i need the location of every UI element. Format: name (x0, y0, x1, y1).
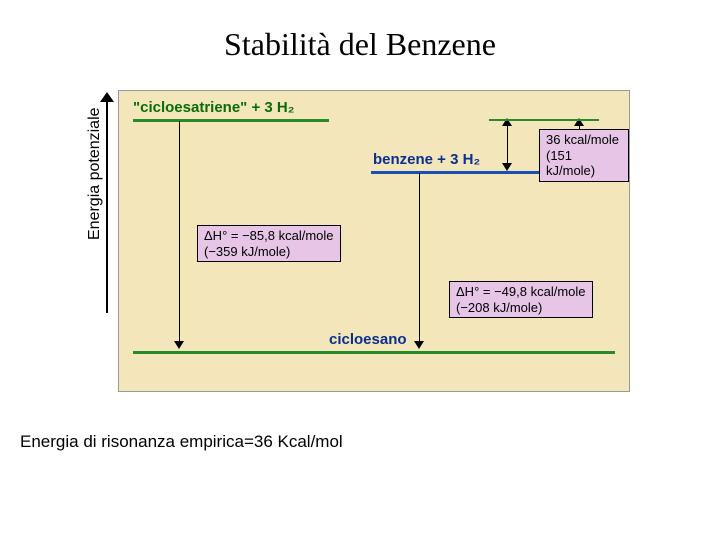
energy-diagram: "cicloesatriene" + 3 H₂ benzene + 3 H₂ c… (118, 90, 630, 392)
caption-text: Energia di risonanza empirica=36 Kcal/mo… (20, 432, 343, 452)
delta-box-dh1: ΔH° = −85,8 kcal/mole (−359 kJ/mole) (197, 225, 341, 262)
label-cicloesano: cicloesano (329, 331, 407, 348)
delta-dh2-line2: (−208 kJ/mole) (456, 300, 586, 316)
label-cicloesatriene: "cicloesatriene" + 3 H₂ (133, 99, 294, 116)
delta-gap-line1: 36 kcal/mole (546, 132, 622, 148)
delta-dh1-line2: (−359 kJ/mole) (204, 244, 334, 260)
level-benzene (371, 171, 539, 174)
level-cicloesatriene (133, 119, 329, 122)
delta-box-gap: 36 kcal/mole (151 kJ/mole) (539, 129, 629, 182)
level-cicloesatriene-guide (489, 119, 599, 121)
arrowhead-down-icon (414, 341, 424, 349)
arrow-gap-left (507, 124, 508, 166)
arrowhead-down-icon (174, 341, 184, 349)
arrow-dh1 (179, 121, 180, 343)
y-axis-label: Energia potenziale (86, 107, 104, 240)
delta-gap-line2: (151 kJ/mole) (546, 148, 622, 179)
level-cicloesano (133, 351, 615, 354)
arrowhead-down-icon (502, 163, 512, 171)
page-title: Stabilità del Benzene (0, 26, 720, 63)
y-axis-line (106, 98, 108, 313)
arrow-dh2 (419, 173, 420, 343)
y-axis-arrow-icon (100, 92, 114, 102)
delta-box-dh2: ΔH° = −49,8 kcal/mole (−208 kJ/mole) (449, 281, 593, 318)
delta-dh1-line1: ΔH° = −85,8 kcal/mole (204, 228, 334, 244)
delta-dh2-line1: ΔH° = −49,8 kcal/mole (456, 284, 586, 300)
label-benzene: benzene + 3 H₂ (373, 151, 480, 168)
